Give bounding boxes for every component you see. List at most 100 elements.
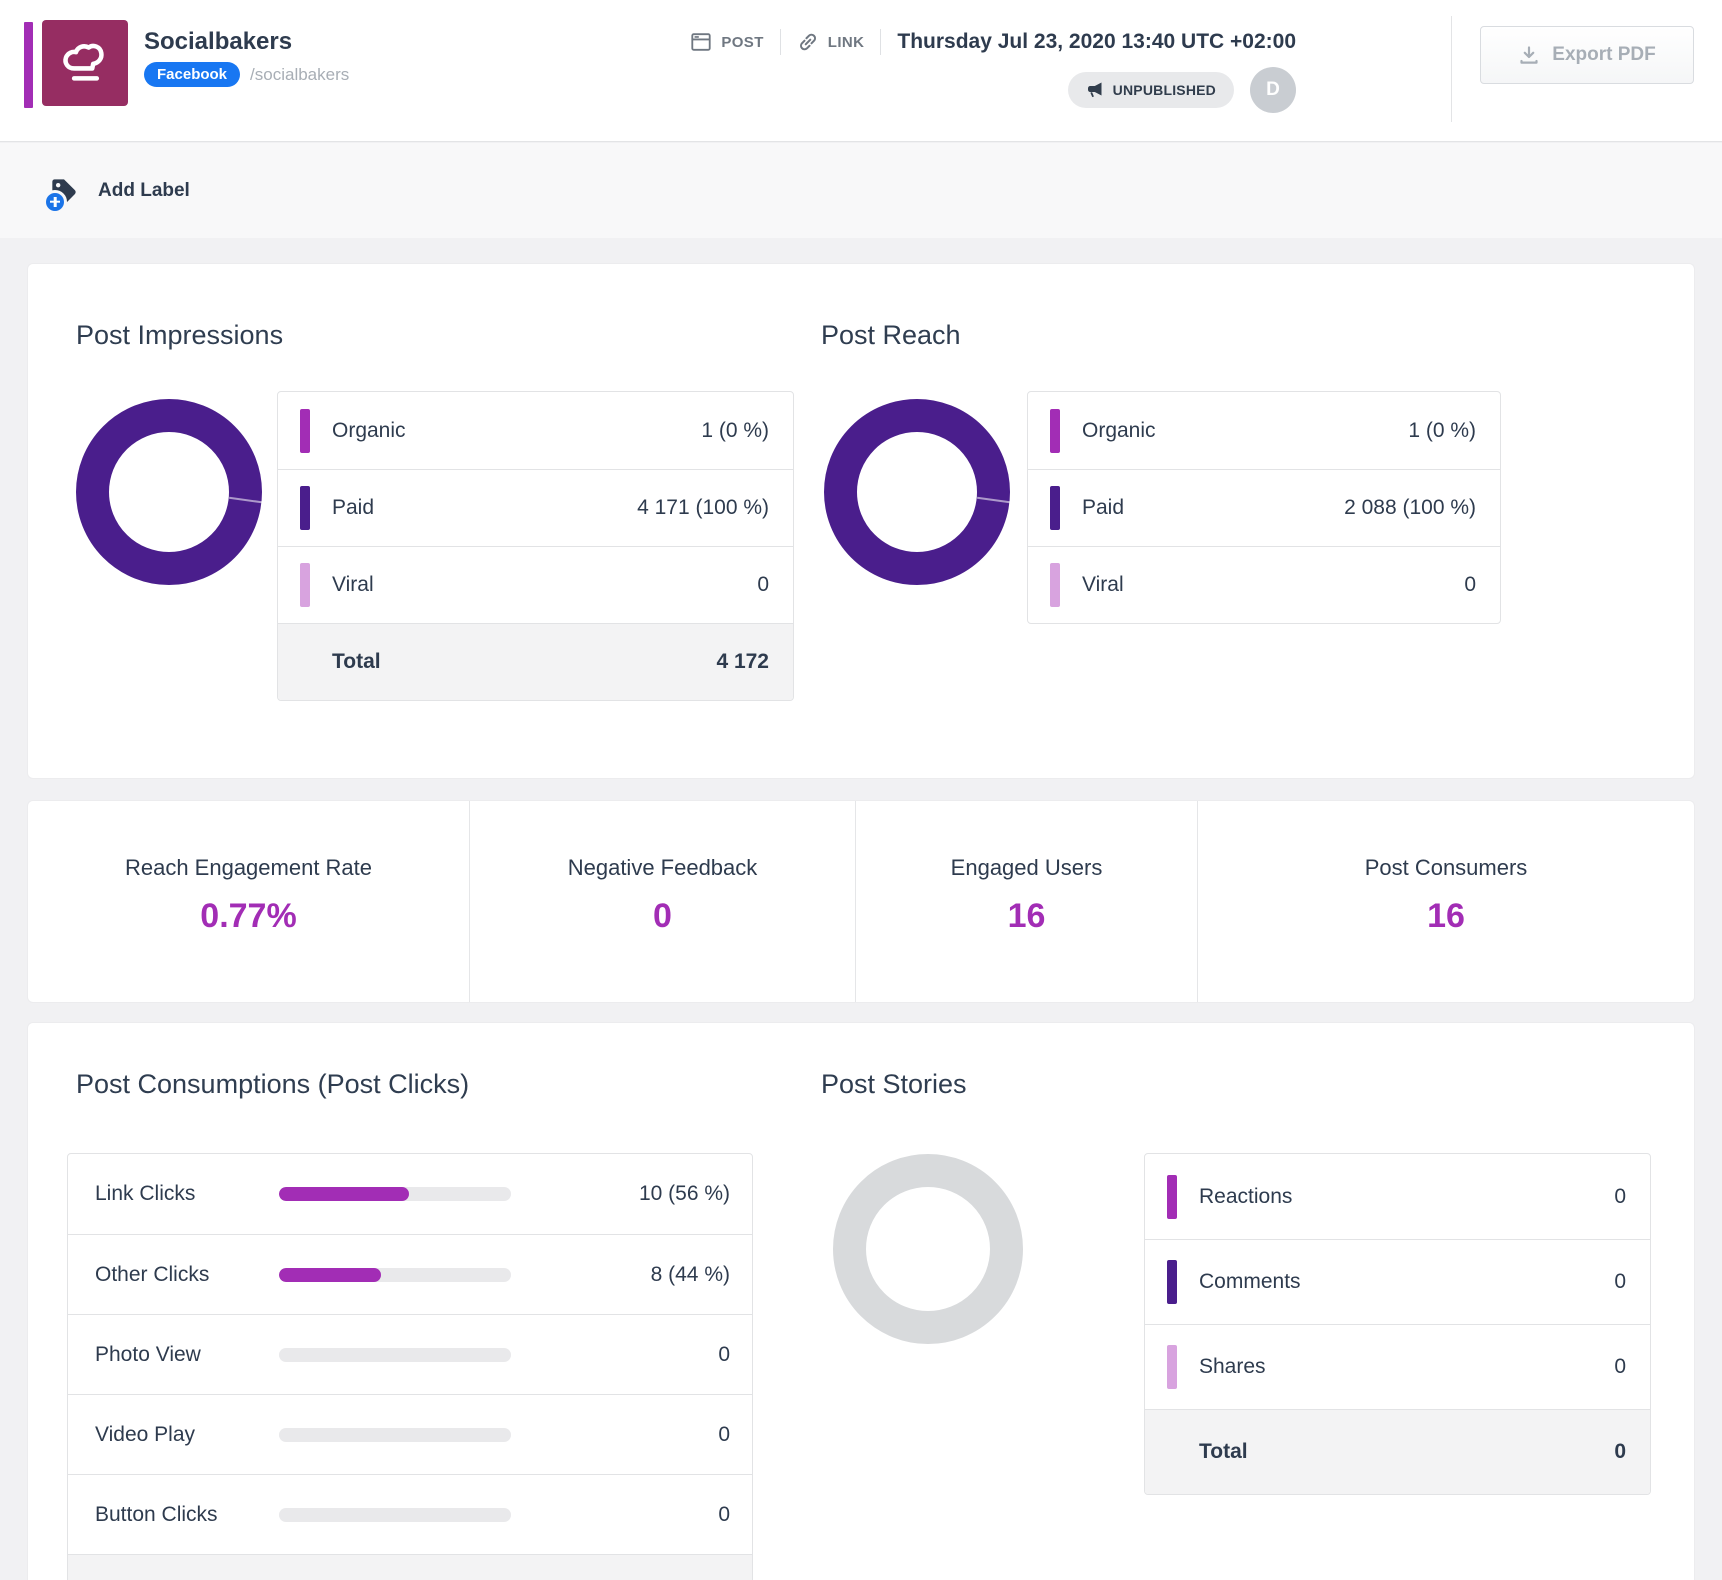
legend-row: Comments 0 [1145,1239,1650,1324]
legend-value: 1 (0 %) [1408,418,1476,442]
bar-fill [279,1187,409,1201]
legend-marker [300,486,310,530]
bar-row: Photo View 0 [68,1314,752,1394]
legend-total-label: Total [332,650,381,673]
post-stories-legend: Reactions 0 Comments 0 Shares 0 Total 0 [1144,1153,1651,1495]
legend-value: 2 088 (100 %) [1344,496,1476,519]
legend-label: Reactions [1199,1184,1293,1208]
socialbakers-logo [42,20,128,106]
post-stories-donut-chart [833,1154,1023,1344]
add-label-bar: Add Label [0,143,1722,238]
legend-value: 0 [757,573,769,596]
metric-label: Post Consumers [1364,855,1528,880]
metric-label: Negative Feedback [567,855,758,880]
download-icon [1520,46,1538,64]
bar-track [279,1187,511,1201]
legend-value: 0 [1464,573,1476,596]
legend-marker [1050,408,1060,453]
bar-row: Button Clicks 0 [68,1474,752,1554]
legend-label: Paid [332,496,375,519]
post-impressions-title: Post Impressions [76,320,284,350]
donut-slice-divider [229,496,262,504]
metric-value: 0.77% [200,897,297,935]
legend-label: Shares [1199,1355,1266,1378]
bar-track [279,1347,511,1362]
post-icon [691,33,711,51]
bar-label: Link Clicks [95,1182,196,1205]
add-label-text: Add Label [98,179,190,201]
legend-value: 0 [1614,1270,1626,1293]
post-reach-legend: Organic 1 (0 %) Paid 2 088 (100 %) Viral… [1027,391,1501,624]
avatar[interactable]: D [1250,67,1296,113]
legend-marker [300,563,310,607]
bar-value: 0 [718,1502,730,1526]
header: Socialbakers Facebook /socialbakers POST [0,0,1722,142]
status-badge-label: UNPUBLISHED [1112,82,1216,98]
bar-label: Video Play [95,1422,196,1446]
brand-accent-stripe [24,22,33,108]
metrics-card: Reach Engagement Rate 0.77% Negative Fee… [27,800,1695,1003]
legend-marker [1167,1174,1177,1219]
post-impressions-donut-chart [76,399,262,585]
post-consumptions-table: Link Clicks 10 (56 %) Other Clicks 8 (44… [67,1153,753,1580]
legend-row: Shares 0 [1145,1324,1650,1409]
legend-label: Organic [1082,418,1156,442]
legend-label: Viral [1082,573,1124,596]
legend-label: Paid [1082,496,1125,519]
legend-value: 1 (0 %) [701,418,769,442]
bar-track [279,1507,511,1522]
bar-row: Link Clicks 10 (56 %) [68,1154,752,1234]
metric-value: 16 [1427,897,1465,935]
metric-engaged-users: Engaged Users 16 [855,801,1197,1002]
legend-value: 0 [1614,1184,1626,1208]
legend-row: Paid 4 171 (100 %) [278,469,793,546]
bar-track [279,1267,511,1282]
bar-row: Other Clicks 8 (44 %) [68,1234,752,1314]
metric-reach-engagement-rate: Reach Engagement Rate 0.77% [28,801,469,1002]
post-reach-title: Post Reach [821,320,961,350]
legend-value: 0 [1614,1355,1626,1378]
legend-row: Reactions 0 [1145,1154,1650,1239]
link-icon [799,33,816,51]
post-reach-donut-chart [824,399,1010,585]
export-pdf-button[interactable]: Export PDF [1480,26,1694,84]
legend-total-label: Total [1199,1440,1248,1463]
post-link-row: POST LINK Thursday Jul 23, 2020 13:40 UT… [690,29,1296,55]
metric-post-consumers: Post Consumers 16 [1197,801,1694,1002]
chef-hat-icon [63,43,104,81]
legend-row: Viral 0 [278,546,793,623]
legend-marker [1050,486,1060,530]
post-tab[interactable]: POST [690,31,763,53]
metric-negative-feedback: Negative Feedback 0 [469,801,855,1002]
link-tab[interactable]: LINK [797,31,865,53]
legend-marker [1167,1345,1177,1389]
legend-marker [1050,563,1060,607]
metric-value: 16 [1007,897,1046,935]
divider [880,29,882,55]
overview-card: Post Impressions Organic 1 (0 %) Paid 4 … [27,263,1695,779]
header-meta: POST LINK Thursday Jul 23, 2020 13:40 UT… [690,0,1296,142]
consumptions-stories-card: Post Consumptions (Post Clicks) Link Cli… [27,1022,1695,1580]
bar-label: Photo View [95,1342,201,1366]
metric-label: Engaged Users [950,855,1103,880]
post-consumptions-title: Post Consumptions (Post Clicks) [76,1069,470,1099]
add-label-tag-icon [43,177,78,214]
divider [779,29,781,55]
legend-row: Paid 2 088 (100 %) [1028,469,1500,546]
legend-total-value: 4 172 [716,650,769,673]
bar-value: 0 [718,1422,730,1446]
network-badge: Facebook [144,62,241,87]
add-label-button[interactable]: Add Label [43,177,190,214]
legend-row: Viral 0 [1028,546,1500,623]
plus-icon [43,189,67,214]
bar-value: 10 (56 %) [638,1182,730,1205]
metric-value: 0 [653,897,672,935]
legend-total-row: Total 4 172 [278,623,793,700]
post-impressions-legend: Organic 1 (0 %) Paid 4 171 (100 %) Viral… [277,391,794,701]
post-label: POST [721,33,764,51]
legend-value: 4 171 (100 %) [637,496,769,519]
bar-track [279,1427,511,1442]
page-title: Socialbakers [144,28,293,55]
legend-total-row: Total 0 [1145,1409,1650,1494]
status-row: UNPUBLISHED D [1067,67,1296,113]
